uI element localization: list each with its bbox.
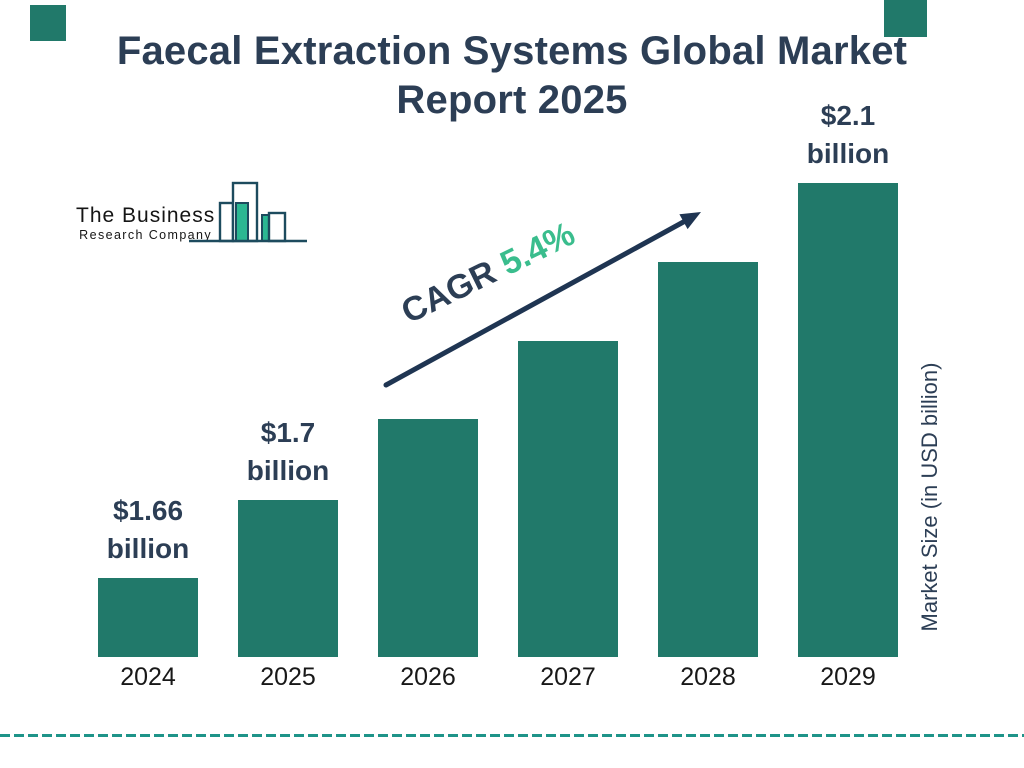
corner-accent-top-left <box>30 5 66 41</box>
cagr-annotation: CAGR5.4% <box>395 205 610 351</box>
title-line-2: Report 2025 <box>396 78 628 122</box>
bar-chart-logo-icon <box>189 181 308 243</box>
x-tick-2028: 2028 <box>680 663 736 691</box>
x-tick-2027: 2027 <box>540 663 596 691</box>
bottom-dashed-divider <box>0 734 1024 737</box>
x-tick-2026: 2026 <box>400 663 456 691</box>
x-tick-2025: 2025 <box>260 663 316 691</box>
bar-2027 <box>518 341 618 657</box>
title-line-1: Faecal Extraction Systems Global Market <box>116 29 908 73</box>
bar-2029 <box>798 183 898 657</box>
brand-logo: The Business Research Company <box>76 180 309 244</box>
value-label-2025: $1.7 billion <box>246 417 330 486</box>
cagr-label: CAGR <box>395 253 503 332</box>
brand-logo-text: The Business Research Company <box>76 204 215 244</box>
x-tick-2024: 2024 <box>120 663 176 691</box>
cagr-value: 5.4% <box>494 214 581 283</box>
corner-accent-top-right <box>884 0 927 37</box>
bar-2024 <box>98 578 198 657</box>
page-title: Faecal Extraction Systems Global Market R… <box>0 27 1024 125</box>
brand-name: The Business <box>76 204 216 227</box>
brand-subname: Research Company <box>79 228 213 242</box>
value-label-2029: $2.1 billion <box>806 100 890 169</box>
bar-2025 <box>238 500 338 657</box>
bar-2026 <box>378 419 478 657</box>
value-label-2024: $1.66 billion <box>106 495 190 564</box>
bar-2028 <box>658 262 758 657</box>
y-axis-label: Market Size (in USD billion) <box>917 362 942 632</box>
x-tick-2029: 2029 <box>820 663 876 691</box>
